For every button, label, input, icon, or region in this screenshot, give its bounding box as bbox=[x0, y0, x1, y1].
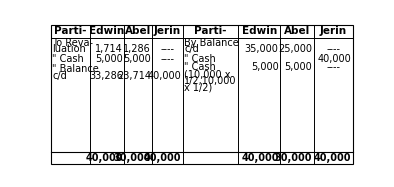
Text: " Cash: " Cash bbox=[184, 62, 216, 72]
Text: Edwin: Edwin bbox=[242, 26, 277, 36]
Text: ----: ---- bbox=[326, 44, 340, 54]
Text: Abel: Abel bbox=[125, 26, 152, 36]
Text: 40,000: 40,000 bbox=[143, 153, 181, 163]
Text: x 1/2): x 1/2) bbox=[184, 83, 212, 93]
Text: Jerin: Jerin bbox=[320, 26, 347, 36]
Text: 1/2,10,000: 1/2,10,000 bbox=[184, 76, 237, 86]
Text: 35,000: 35,000 bbox=[245, 44, 279, 54]
Text: 40,000: 40,000 bbox=[318, 54, 351, 64]
Text: 33,286: 33,286 bbox=[89, 70, 123, 81]
Text: 5,000: 5,000 bbox=[251, 62, 279, 72]
Text: 30,000: 30,000 bbox=[275, 153, 312, 163]
Text: Edwin: Edwin bbox=[89, 26, 125, 36]
Text: Jerin: Jerin bbox=[154, 26, 181, 36]
Text: " Cash: " Cash bbox=[184, 54, 216, 64]
Text: ----: ---- bbox=[326, 62, 340, 72]
Text: " Balance: " Balance bbox=[52, 64, 99, 74]
Text: 5,000: 5,000 bbox=[123, 54, 151, 64]
Text: " Cash: " Cash bbox=[52, 54, 84, 64]
Text: 30,000: 30,000 bbox=[113, 153, 151, 163]
Text: By Balance: By Balance bbox=[184, 38, 239, 48]
Text: 40,000: 40,000 bbox=[241, 153, 279, 163]
Text: 40,000: 40,000 bbox=[85, 153, 123, 163]
Text: 25,000: 25,000 bbox=[278, 44, 312, 54]
Text: c/d: c/d bbox=[184, 44, 199, 54]
Text: Parti-: Parti- bbox=[194, 26, 227, 36]
Text: 23,714: 23,714 bbox=[117, 70, 151, 81]
Text: ----: ---- bbox=[160, 54, 175, 64]
Text: Abel: Abel bbox=[284, 26, 310, 36]
Text: Parti-: Parti- bbox=[54, 26, 86, 36]
Text: 40,000: 40,000 bbox=[147, 70, 181, 81]
Text: luation: luation bbox=[52, 44, 86, 54]
Text: 40,000: 40,000 bbox=[314, 153, 351, 163]
Text: To Reva-: To Reva- bbox=[52, 38, 93, 48]
Text: (10,000 x: (10,000 x bbox=[184, 69, 230, 79]
Text: 1,714: 1,714 bbox=[95, 44, 123, 54]
Text: 5,000: 5,000 bbox=[284, 62, 312, 72]
Text: c/d: c/d bbox=[52, 70, 67, 81]
Text: 5,000: 5,000 bbox=[95, 54, 123, 64]
Text: ----: ---- bbox=[160, 44, 175, 54]
Text: 1,286: 1,286 bbox=[123, 44, 151, 54]
